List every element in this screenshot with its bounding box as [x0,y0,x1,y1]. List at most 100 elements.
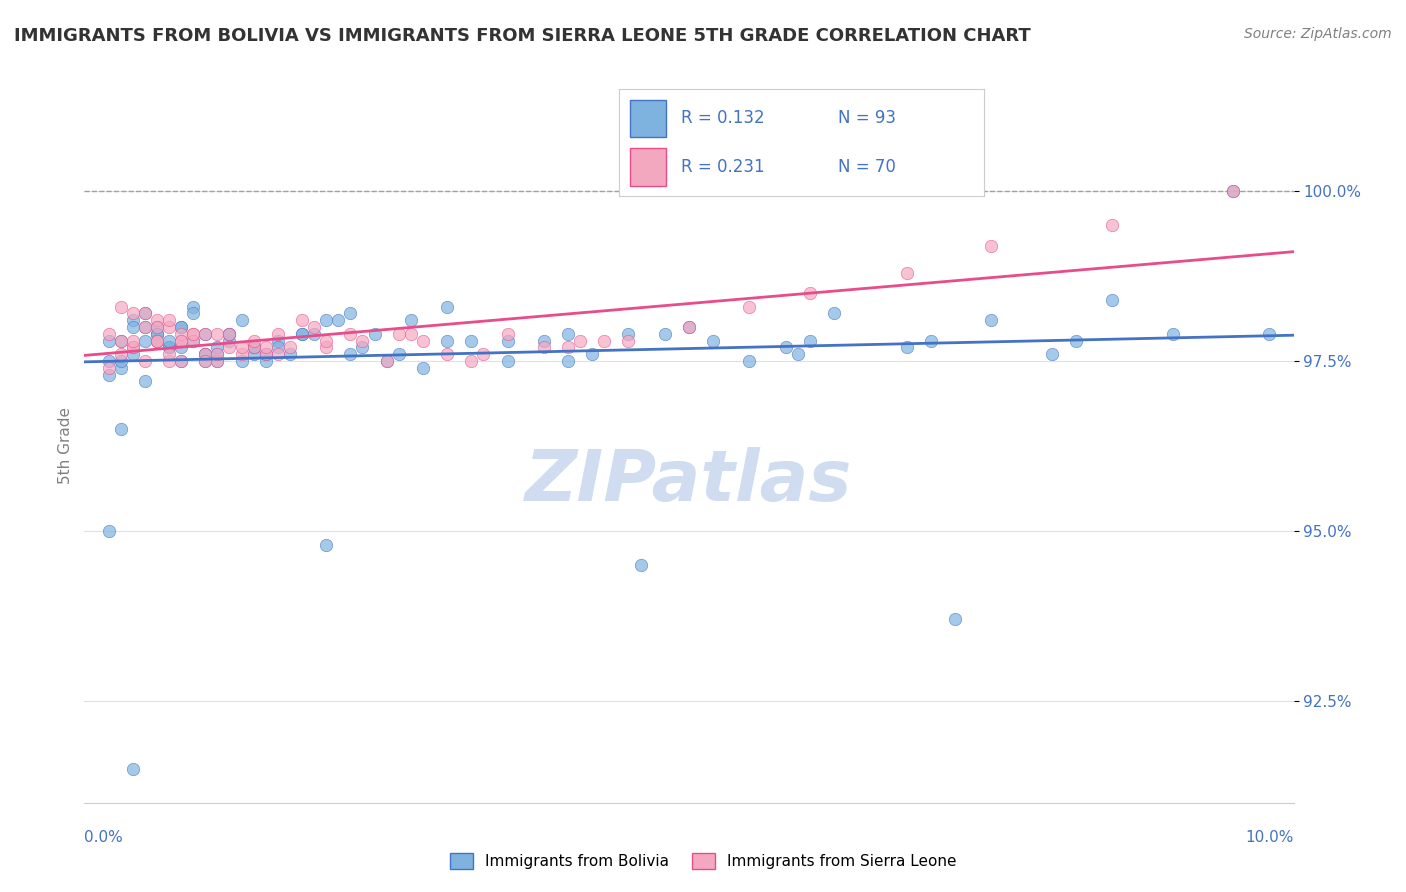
Point [157,354,180,368]
Point [218,341,240,355]
Point [121,334,143,348]
Point [278,341,301,355]
Point [388,326,411,341]
Point [738,300,761,314]
Point [110,360,132,375]
Point [134,320,156,334]
Point [557,354,579,368]
Point [181,300,204,314]
Point [1222,184,1244,198]
Point [194,347,217,361]
Point [799,286,821,301]
Point [110,354,132,368]
Text: 10.0%: 10.0% [1246,830,1294,845]
Point [896,341,918,355]
Point [267,341,290,355]
Point [980,238,1002,252]
Point [254,347,277,361]
Point [97,524,120,538]
Point [157,341,180,355]
Point [242,347,264,361]
Point [302,320,325,334]
Point [254,341,277,355]
Point [121,762,143,776]
Point [593,334,616,348]
Point [980,313,1002,327]
Point [218,326,240,341]
Point [291,326,314,341]
Point [194,326,217,341]
Point [412,334,434,348]
Point [170,320,193,334]
Point [1040,347,1063,361]
Point [399,326,422,341]
Point [181,326,204,341]
Point [399,313,422,327]
Point [157,341,180,355]
Point [1161,326,1184,341]
Point [630,558,652,572]
Point [146,326,169,341]
Point [557,326,579,341]
Point [460,334,482,348]
Point [375,354,398,368]
Point [896,266,918,280]
Point [375,354,398,368]
FancyBboxPatch shape [630,148,666,186]
Point [170,326,193,341]
Point [194,347,217,361]
Point [134,306,156,320]
Point [146,320,169,334]
Point [194,326,217,341]
Point [315,341,337,355]
Point [242,341,264,355]
Point [231,341,253,355]
Point [134,334,156,348]
Text: Source: ZipAtlas.com: Source: ZipAtlas.com [1244,27,1392,41]
Point [352,341,374,355]
Point [496,334,519,348]
Point [181,334,204,348]
Point [157,320,180,334]
Point [207,347,229,361]
Point [97,360,120,375]
Point [146,334,169,348]
Point [146,326,169,341]
Point [170,341,193,355]
Point [352,334,374,348]
Point [302,326,325,341]
Point [242,341,264,355]
Point [146,334,169,348]
Point [134,354,156,368]
Point [146,334,169,348]
Point [134,320,156,334]
Point [97,326,120,341]
Text: ZIPatlas: ZIPatlas [526,447,852,516]
Point [110,347,132,361]
Point [110,334,132,348]
Point [678,320,700,334]
Point [181,334,204,348]
Point [254,347,277,361]
Text: 0.0%: 0.0% [84,830,124,845]
Point [207,354,229,368]
Point [315,537,337,551]
Point [315,334,337,348]
Text: R = 0.132: R = 0.132 [681,109,765,127]
Point [242,334,264,348]
Point [436,347,458,361]
Point [654,326,676,341]
Text: R = 0.231: R = 0.231 [681,159,765,177]
Point [121,320,143,334]
Point [617,326,640,341]
Point [472,347,495,361]
Point [291,326,314,341]
Point [533,341,555,355]
Point [134,375,156,389]
Point [170,334,193,348]
Point [920,334,942,348]
Point [436,334,458,348]
Point [170,354,193,368]
Point [110,422,132,436]
Point [157,347,180,361]
